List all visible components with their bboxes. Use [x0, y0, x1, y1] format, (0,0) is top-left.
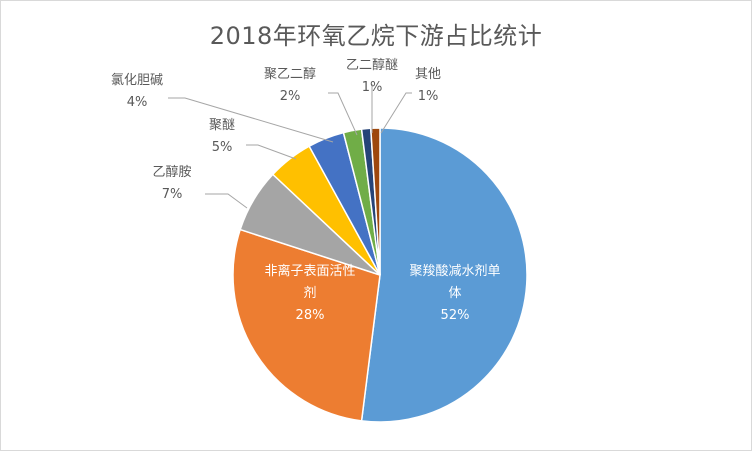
slice-label-1: 非离子表面活性剂 28%: [264, 263, 355, 323]
leader-line-7: [380, 92, 412, 134]
slice-label-7: 其他 1%: [415, 67, 441, 104]
pie-slice-7: [369, 127, 381, 276]
slice-label-0: 聚羧酸减水剂单体 52%: [409, 263, 500, 323]
slice-label-6: 乙二醇醚 1%: [346, 57, 398, 95]
slice-label-4: 氯化胆碱 4%: [111, 73, 163, 110]
leader-line-4: [168, 97, 334, 143]
slice-label-3: 聚醚 5%: [209, 118, 235, 155]
slice-label-5: 聚乙二醇 2%: [264, 66, 316, 104]
leader-line-2: [205, 193, 248, 209]
slice-label-2: 乙醇胺 7%: [152, 164, 191, 202]
leader-line-3: [246, 144, 297, 160]
chart-title: 2018年环氧乙烷下游占比统计: [209, 22, 543, 50]
pie-slice-1: [232, 228, 381, 422]
pie-slice-0: [360, 127, 528, 423]
leader-line-5: [328, 92, 358, 136]
